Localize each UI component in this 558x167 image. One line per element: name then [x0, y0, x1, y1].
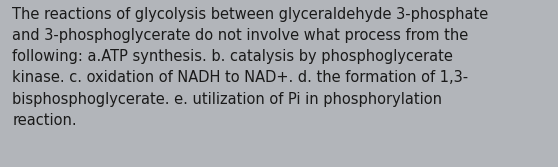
- Text: The reactions of glycolysis between glyceraldehyde 3-phosphate
and 3-phosphoglyc: The reactions of glycolysis between glyc…: [12, 7, 488, 128]
